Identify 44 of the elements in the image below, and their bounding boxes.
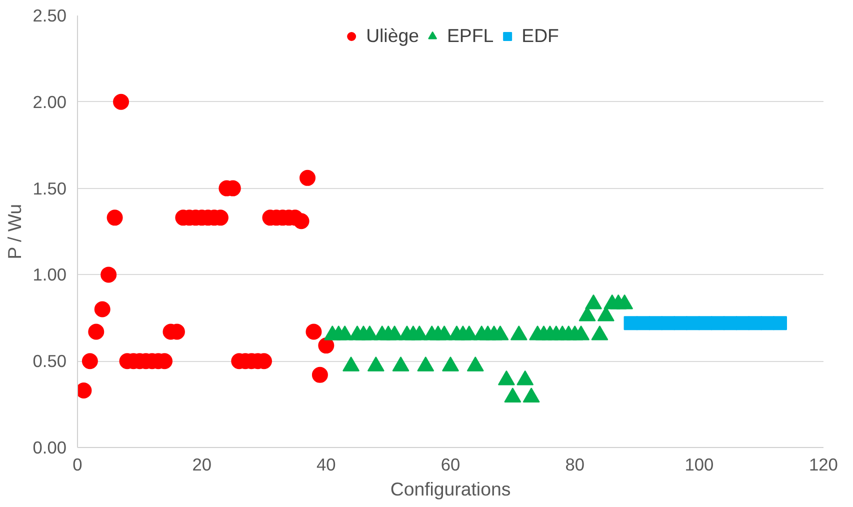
point xyxy=(361,325,378,340)
point xyxy=(466,356,484,372)
point xyxy=(367,356,384,372)
y-tick-label: 2.00 xyxy=(32,92,67,112)
point xyxy=(504,388,522,403)
x-tick-label: 20 xyxy=(192,454,212,474)
x-tick-label: 0 xyxy=(72,454,82,474)
point xyxy=(300,170,316,186)
x-tick-label: 60 xyxy=(440,454,460,474)
x-tick-label: 100 xyxy=(684,454,714,474)
point xyxy=(392,356,410,372)
point xyxy=(293,213,310,230)
point xyxy=(336,325,354,340)
x-tick-label: 120 xyxy=(809,454,838,474)
point xyxy=(522,388,540,403)
point xyxy=(584,294,602,310)
y-tick-label: 0.50 xyxy=(32,351,67,372)
y-axis-title: P / Wu xyxy=(4,204,25,260)
x-axis-title: Configurations xyxy=(390,478,511,500)
point xyxy=(510,325,528,340)
point xyxy=(591,325,608,340)
y-tick-label: 1.50 xyxy=(32,178,67,198)
point xyxy=(106,210,123,226)
x-tick-label: 40 xyxy=(316,454,336,474)
y-tick-label: 1.00 xyxy=(32,264,67,285)
point xyxy=(386,325,404,340)
point xyxy=(616,294,634,310)
legend-label: EDF xyxy=(522,25,559,47)
point xyxy=(516,370,534,386)
legend-label: Uliège xyxy=(366,25,419,47)
y-tick-label: 2.50 xyxy=(32,6,67,26)
x-tick-label: 80 xyxy=(565,454,584,474)
point xyxy=(436,325,453,340)
legend-label: EPFL xyxy=(446,25,494,47)
point xyxy=(442,356,459,372)
point xyxy=(572,325,590,340)
point xyxy=(100,266,117,283)
point xyxy=(492,325,509,340)
point xyxy=(460,325,478,340)
point xyxy=(410,325,428,340)
point xyxy=(498,370,515,386)
point xyxy=(417,356,434,372)
point xyxy=(342,356,360,372)
y-tick-label: 0.00 xyxy=(32,438,67,458)
